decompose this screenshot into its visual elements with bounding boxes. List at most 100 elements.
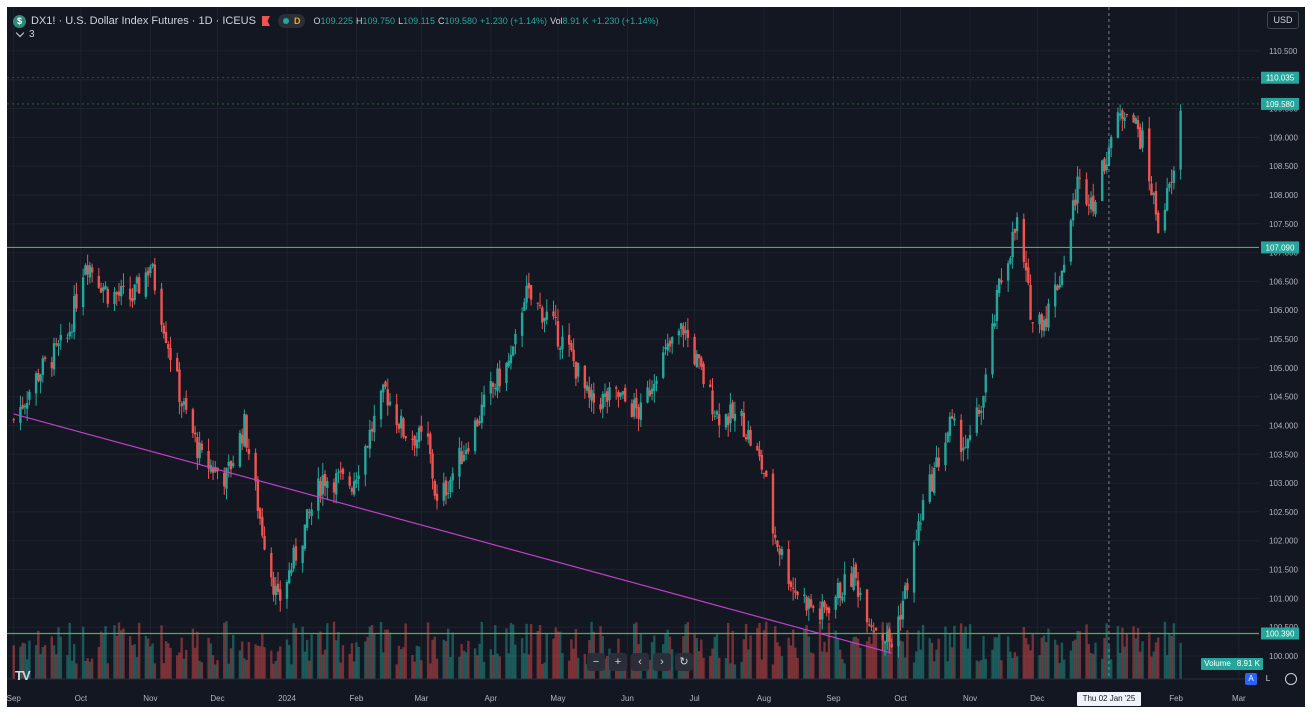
candle-body (700, 357, 703, 367)
trend-line[interactable] (13, 413, 892, 654)
zoom-in-button[interactable]: + (609, 653, 627, 671)
candle-body (200, 443, 204, 450)
volume-bar (599, 626, 602, 679)
volume-bar (386, 629, 389, 679)
volume-bar (791, 629, 795, 679)
interval-pill[interactable]: D (277, 14, 306, 28)
candle-body (997, 278, 1001, 293)
candle-body (747, 429, 750, 440)
candle-body (1132, 114, 1135, 123)
candle-body (838, 582, 842, 599)
volume-bar (447, 628, 450, 679)
x-tick-label: Nov (963, 694, 977, 703)
candle-body (1069, 220, 1073, 262)
tradingview-logo[interactable]: TV (15, 668, 31, 683)
auto-scale-button[interactable]: A (1245, 673, 1257, 685)
candle-body (429, 433, 432, 455)
volume-bar (525, 623, 528, 679)
volume-bar (70, 660, 74, 679)
candle-body (511, 346, 515, 356)
volume-bar (274, 660, 277, 679)
volume-bar (731, 631, 734, 679)
log-scale-button[interactable]: L (1265, 674, 1271, 683)
drawings[interactable] (7, 7, 1259, 679)
volume-bar (715, 633, 719, 679)
volume-bar (404, 623, 407, 679)
candle-body (431, 453, 434, 479)
candle-body (404, 435, 407, 439)
volume-bar (55, 654, 58, 679)
candle-body (348, 476, 351, 486)
y-tick-label: 104.500 (1269, 393, 1298, 402)
volume-bar (1125, 633, 1129, 679)
candle-body (599, 404, 602, 410)
volume-bar (1056, 644, 1059, 679)
candle-body (1071, 200, 1075, 221)
candle-body (946, 432, 949, 442)
volume-bar (86, 658, 89, 679)
reset-chart-button[interactable]: ↻ (675, 653, 693, 671)
currency-button[interactable]: USD (1267, 11, 1299, 29)
candle-body (1040, 314, 1043, 330)
candle-body (326, 481, 329, 488)
volume-bar (426, 622, 430, 679)
candle-body (836, 582, 840, 599)
volume-bar (576, 657, 580, 679)
candles (12, 104, 1182, 658)
candle-body (899, 614, 902, 620)
candle-body (888, 629, 891, 642)
symbol-title[interactable]: DX1! · U.S. Dollar Index Futures · 1D · … (31, 15, 256, 27)
candle-body (135, 277, 139, 284)
volume-bar (1031, 633, 1034, 679)
zoom-out-button[interactable]: − (587, 653, 605, 671)
candle-body (223, 472, 226, 487)
candle-body (1074, 199, 1077, 206)
candle-body (498, 368, 501, 387)
candle-body (23, 405, 27, 408)
y-tick-label: 101.000 (1269, 594, 1298, 603)
volume-bar (216, 660, 219, 679)
volume-bar (160, 625, 163, 679)
gear-icon[interactable] (1285, 673, 1297, 685)
volume-bar (19, 646, 22, 679)
volume-bar (276, 651, 280, 679)
volume-bar (444, 641, 448, 679)
scroll-right-button[interactable]: › (653, 653, 671, 671)
volume-bar (348, 653, 351, 679)
volume-bar (583, 653, 587, 679)
candle-body (870, 625, 873, 628)
volume-bar (778, 646, 781, 679)
candle-body (467, 448, 470, 452)
volume-bar (232, 634, 235, 679)
chart-frame[interactable]: 110.500110.000109.500109.000108.500108.0… (7, 7, 1305, 707)
volume-bar (760, 659, 763, 679)
y-tick-label: 105.500 (1269, 335, 1298, 344)
candle-body (149, 266, 152, 274)
candle-body (341, 468, 345, 474)
candle-body (1060, 270, 1064, 286)
candle-body (274, 585, 277, 596)
candle-body (102, 287, 105, 292)
flag-icon[interactable] (261, 16, 270, 26)
candle-body (335, 473, 338, 495)
volume-bar (789, 645, 793, 679)
volume-bar (554, 627, 557, 679)
candle-body (950, 416, 954, 419)
candle-body (19, 406, 22, 423)
candle-body (494, 387, 497, 389)
candle-body (646, 387, 649, 403)
candle-body (415, 439, 419, 449)
candle-body (337, 472, 340, 474)
candle-body (435, 493, 439, 501)
candle-body (977, 409, 981, 414)
price-label: 107.090 (1266, 243, 1295, 252)
grid (7, 7, 1305, 707)
price-chart[interactable]: 110.500110.000109.500109.000108.500108.0… (7, 7, 1305, 707)
candle-body (756, 446, 759, 451)
volume-bar (948, 633, 952, 679)
scroll-left-button[interactable]: ‹ (631, 653, 649, 671)
volume-bar (272, 663, 275, 679)
indicator-collapse-toggle[interactable]: 3 (15, 28, 35, 40)
volume-bar (1105, 623, 1108, 679)
volume-bar (585, 664, 589, 679)
